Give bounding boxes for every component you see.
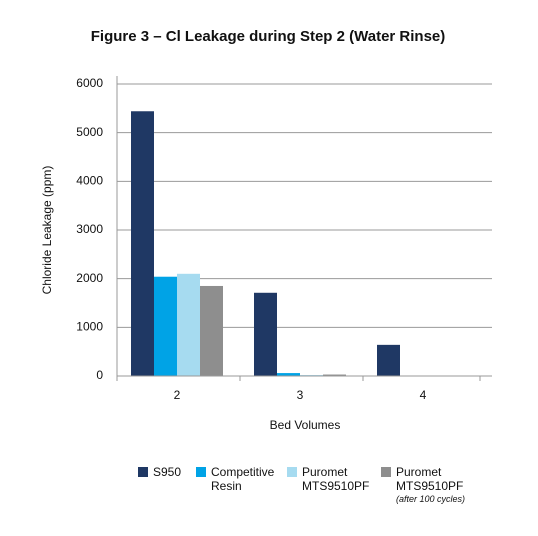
x-tick-label: 3 bbox=[297, 388, 304, 402]
legend-item: Competitive Resin bbox=[196, 465, 289, 493]
legend-text: Puromet MTS9510PF bbox=[302, 465, 380, 493]
bar bbox=[254, 292, 277, 376]
legend-swatch bbox=[196, 467, 206, 477]
y-tick-label: 1000 bbox=[76, 320, 103, 334]
legend-swatch bbox=[287, 467, 297, 477]
y-tick-label: 4000 bbox=[76, 174, 103, 188]
y-tick-label: 0 bbox=[96, 368, 103, 382]
bar bbox=[323, 374, 346, 376]
chart-title: Figure 3 – Cl Leakage during Step 2 (Wat… bbox=[91, 28, 446, 45]
bar bbox=[177, 273, 200, 376]
legend-item: S950 bbox=[138, 465, 181, 479]
x-tick-label: 2 bbox=[174, 388, 181, 402]
x-tick-label: 4 bbox=[420, 388, 427, 402]
y-tick-label: 5000 bbox=[76, 125, 103, 139]
y-tick-label: 2000 bbox=[76, 271, 103, 285]
legend-swatch bbox=[381, 467, 391, 477]
bar bbox=[131, 111, 154, 377]
legend-label: Puromet MTS9510PF bbox=[396, 465, 464, 493]
legend-label: Puromet MTS9510PF bbox=[302, 465, 370, 493]
legend-text: S950 bbox=[153, 465, 181, 479]
legend-item: Puromet MTS9510PF (after 100 cycles) bbox=[381, 465, 474, 505]
y-axis-label: Chloride Leakage (ppm) bbox=[40, 166, 54, 295]
y-tick-label: 6000 bbox=[76, 76, 103, 90]
legend-label: S950 bbox=[153, 465, 182, 479]
bar bbox=[154, 276, 177, 376]
x-axis-label: Bed Volumes bbox=[270, 418, 341, 432]
legend-item: Puromet MTS9510PF bbox=[287, 465, 380, 493]
legend-swatch bbox=[138, 467, 148, 477]
legend-text: Competitive Resin bbox=[211, 465, 289, 493]
legend-text: Puromet MTS9510PF (after 100 cycles) bbox=[396, 465, 474, 505]
legend-label: Competitive Resin bbox=[211, 465, 275, 493]
bar bbox=[277, 373, 300, 376]
y-tick-label: 3000 bbox=[76, 222, 103, 236]
bar bbox=[200, 285, 223, 376]
bar bbox=[377, 344, 400, 376]
legend-note: (after 100 cycles) bbox=[396, 494, 466, 504]
